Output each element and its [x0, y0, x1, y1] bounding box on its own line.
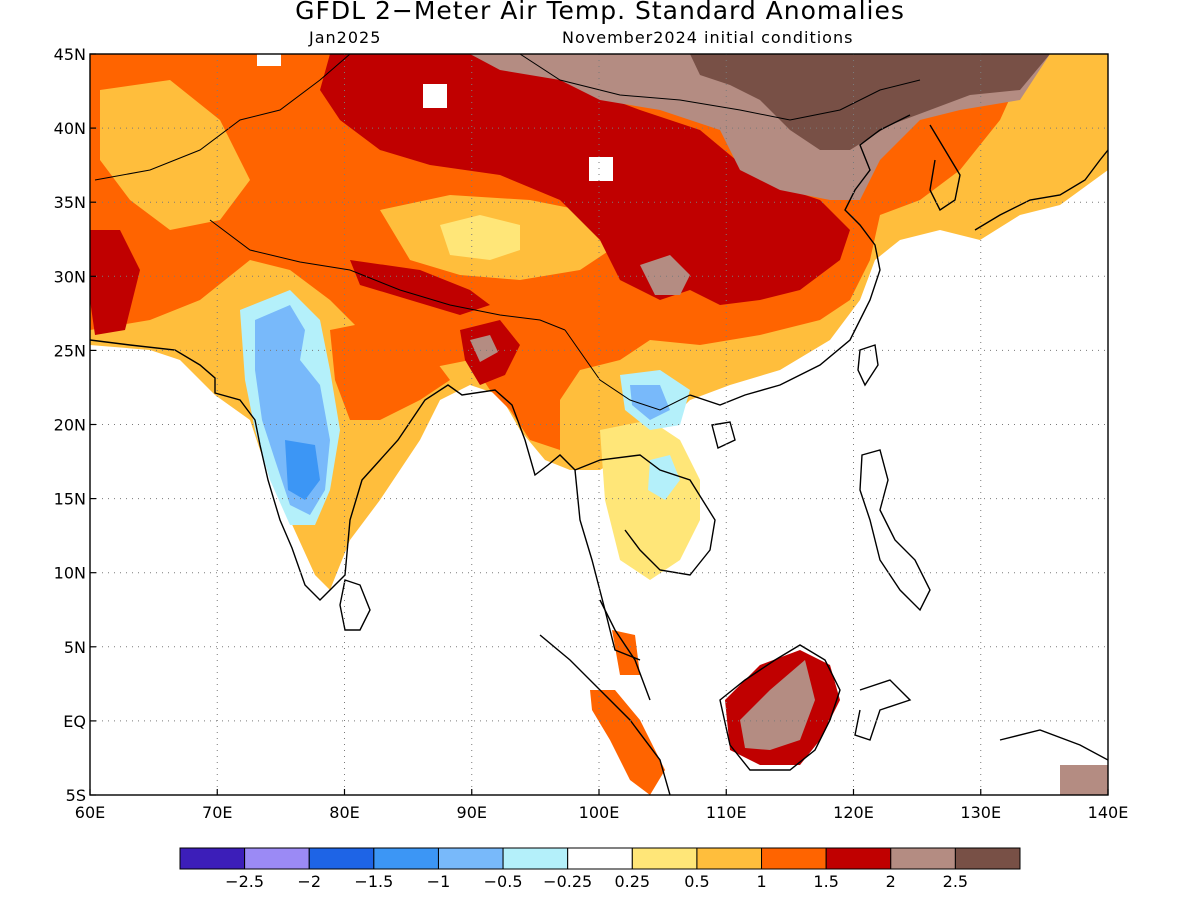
colorbar-swatch: [954, 847, 1021, 870]
lon-tick-label: 80E: [329, 803, 359, 822]
border-china-mongolia: [519, 54, 921, 121]
colorbar-label: 0.25: [614, 872, 650, 891]
colorbar-label: −0.5: [484, 872, 523, 891]
gold-patch-west: [100, 80, 250, 230]
coastline-taiwan: [857, 344, 879, 387]
pale-patch-indochina: [600, 420, 700, 580]
colorbar-swatch: [244, 847, 310, 870]
map-title: GFDL 2−Meter Air Temp. Standard Anomalie…: [295, 0, 905, 25]
colorbar-label: 2.5: [943, 872, 968, 891]
lat-tick-label: 35N: [54, 193, 86, 212]
colorbar-swatch: [373, 847, 439, 870]
colorbar-swatch: [696, 847, 763, 870]
missing-cell: [257, 54, 281, 66]
colorbar-swatch: [437, 847, 504, 870]
coastline-hainan: [711, 421, 736, 449]
coastline-sumatra: [539, 634, 671, 795]
lat-tick-label: 45N: [54, 45, 86, 64]
colorbar-label: −0.25: [543, 872, 592, 891]
colorbar-swatch: [502, 847, 569, 870]
coastline-philippines: [859, 449, 931, 612]
lat-tick-label: 15N: [54, 490, 86, 509]
colorbar-label: 1.5: [813, 872, 838, 891]
lat-tick-label: 20N: [54, 416, 86, 435]
coastline-india-arabia: [90, 339, 641, 661]
colorbar-label: −2: [297, 872, 321, 891]
lon-tick-label: 60E: [75, 803, 105, 822]
colorbar-label: −1.5: [354, 872, 393, 891]
lon-tick-label: 100E: [579, 803, 620, 822]
colorbar-swatch: [890, 847, 956, 870]
forecast-month: Jan2025: [309, 28, 382, 47]
coastline-malaya: [599, 599, 651, 701]
coastline-japan: [974, 149, 1108, 231]
malaya-field: [612, 630, 640, 675]
colorbar-label: 0.5: [684, 872, 709, 891]
lat-tick-label: 25N: [54, 341, 86, 360]
coastline-sulawesi: [854, 679, 912, 741]
coastline-china: [689, 114, 911, 406]
colorbar: −2.5 −2 −1.5 −1 −0.5 −0.25 0.25 0.5 1 1.5 2 2.5: [179, 847, 1021, 891]
colorbar-label: 2: [886, 872, 896, 891]
brown-patch-bangladesh: [470, 335, 498, 362]
colorbar-swatch: [761, 847, 827, 870]
lat-tick-label: 30N: [54, 267, 86, 286]
pale-patch-tibet: [440, 215, 520, 260]
lon-tick-label: 140E: [1088, 803, 1129, 822]
initial-conditions: November2024 initial conditions: [562, 28, 854, 47]
lon-tick-label: 110E: [706, 803, 747, 822]
colorbar-swatch: [631, 847, 698, 870]
sumatra-field: [590, 690, 665, 795]
coastline-sri-lanka: [339, 579, 371, 631]
red-patch-north: [320, 54, 850, 305]
colorbar-swatch: [179, 847, 246, 870]
coastline-korea: [929, 124, 961, 212]
border-indochina: [564, 329, 691, 411]
lon-tick-label: 120E: [833, 803, 874, 822]
lon-tick-label: 70E: [202, 803, 232, 822]
missing-cell: [423, 84, 447, 108]
lat-tick-label: 10N: [54, 564, 86, 583]
colorbar-label: −2.5: [225, 872, 264, 891]
lat-tick-label: 5N: [64, 638, 86, 657]
anomaly-fields: [90, 54, 1108, 795]
red-patch-west: [90, 230, 140, 335]
lon-tick-label: 130E: [960, 803, 1001, 822]
orange-field-india-east: [330, 320, 450, 420]
red-patch-himalaya: [350, 260, 490, 315]
colorbar-label: −1: [427, 872, 451, 891]
coastlines: [90, 114, 1108, 795]
lat-tick-label: EQ: [63, 712, 86, 731]
brown-patch-tibet: [640, 255, 690, 295]
light-blue-field-indochina: [630, 385, 670, 420]
blue-field-india: [285, 440, 320, 500]
borneo-brown: [740, 660, 815, 750]
lat-tick-label: 40N: [54, 119, 86, 138]
border-west: [94, 54, 351, 181]
country-borders: [94, 54, 921, 411]
colorbar-swatch: [825, 847, 892, 870]
colorbar-swatch: [567, 847, 633, 870]
coastline-newguinea: [999, 729, 1108, 761]
coastline-borneo: [719, 644, 841, 771]
coastline-indochina: [574, 454, 716, 576]
axis-ticks: 60E 70E 80E 90E 100E 110E 120E 130E 140E 45N 40N 35…: [54, 45, 1129, 822]
border-india-north: [209, 219, 566, 331]
colorbar-label: 1: [756, 872, 766, 891]
missing-cell: [589, 157, 613, 181]
colorbar-swatch: [308, 847, 375, 870]
darkbrown-field-ne: [690, 54, 1050, 150]
lat-tick-label: 5S: [66, 786, 86, 805]
newguinea-brown: [1060, 765, 1108, 795]
lon-tick-label: 90E: [457, 803, 487, 822]
